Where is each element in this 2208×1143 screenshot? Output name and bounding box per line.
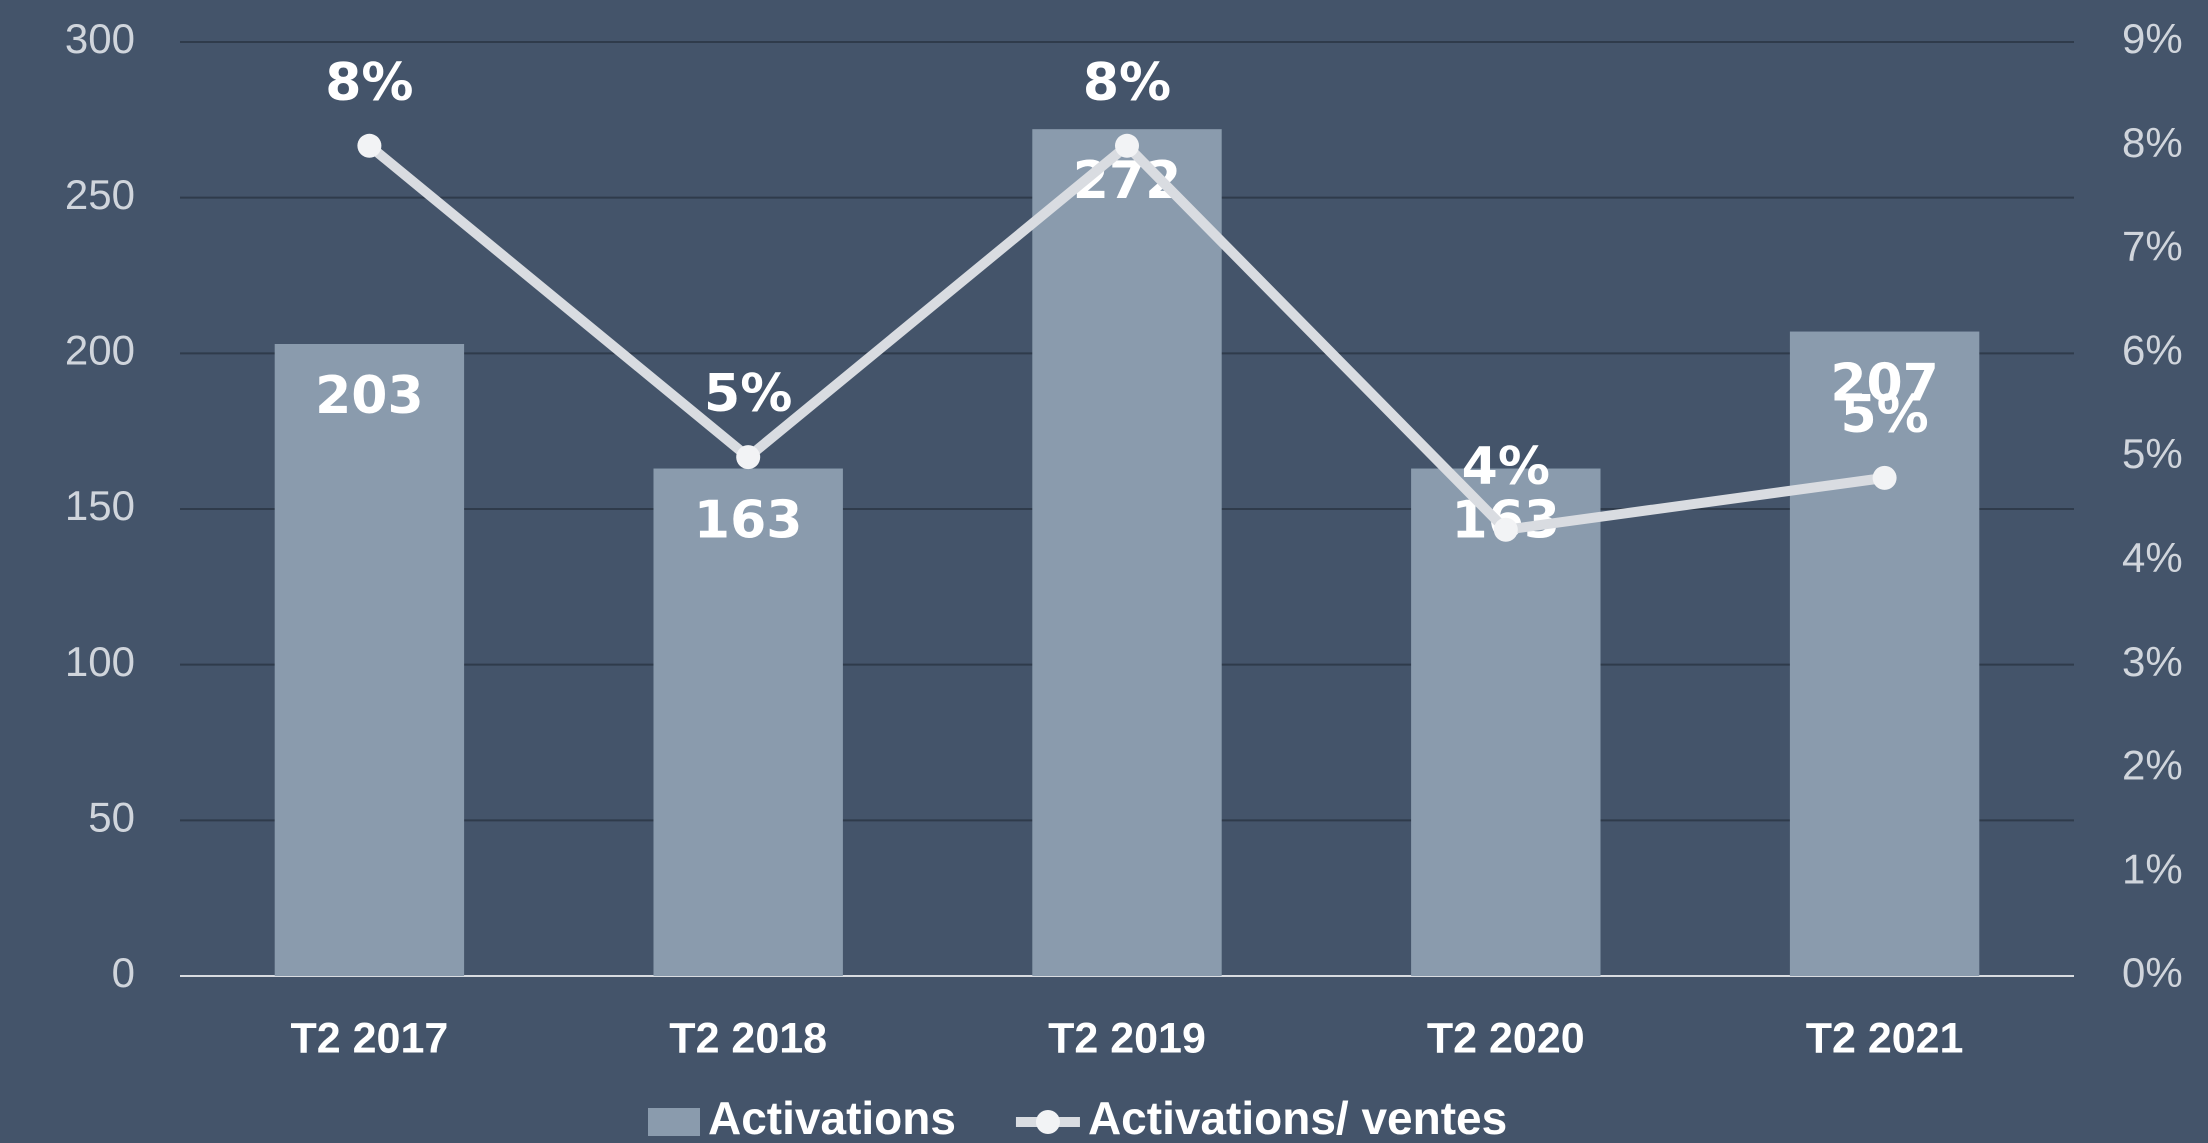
y2-tick-label: 6% — [2122, 326, 2183, 373]
y-tick-label: 150 — [65, 482, 135, 529]
x-tick-label: T2 2017 — [291, 1014, 449, 1062]
y2-tick-label: 9% — [2122, 15, 2183, 62]
line-value-label: 4% — [1462, 437, 1550, 497]
line-point — [1493, 517, 1518, 542]
y-tick-label: 50 — [88, 793, 135, 840]
bar — [1411, 468, 1601, 976]
y-tick-label: 0 — [112, 949, 135, 996]
y2-tick-label: 4% — [2122, 534, 2183, 581]
x-tick-label: T2 2018 — [669, 1014, 827, 1062]
x-tick-label: T2 2020 — [1427, 1014, 1585, 1062]
x-tick-label: T2 2021 — [1806, 1014, 1964, 1062]
legend-label: Activations — [708, 1092, 956, 1143]
line-value-label: 8% — [1083, 53, 1171, 113]
bar — [274, 343, 465, 976]
y2-tick-label: 0% — [2122, 949, 2183, 996]
bar — [653, 468, 843, 976]
line-point — [357, 133, 382, 158]
y2-tick-label: 7% — [2122, 223, 2183, 270]
line-value-label: 5% — [704, 364, 792, 424]
y-tick-label: 200 — [65, 326, 135, 373]
line-point — [1872, 465, 1897, 490]
y-tick-label: 300 — [65, 15, 135, 62]
line-value-label: 8% — [325, 53, 413, 113]
bar — [1032, 129, 1222, 976]
y-tick-label: 250 — [65, 171, 135, 218]
bar-value-label: 163 — [694, 491, 803, 551]
bar-value-label: 207 — [1830, 354, 1939, 414]
line-point — [1115, 133, 1139, 158]
y2-tick-label: 5% — [2122, 430, 2183, 477]
y2-tick-label: 3% — [2122, 638, 2183, 685]
y-tick-label: 100 — [65, 638, 135, 685]
line-point — [736, 445, 761, 470]
y2-tick-label: 8% — [2122, 119, 2183, 166]
line-value-label: 5% — [1840, 385, 1928, 445]
y2-tick-label: 1% — [2122, 845, 2183, 892]
legend-swatch — [648, 1108, 700, 1136]
legend-label: Activations/ ventes — [1088, 1092, 1507, 1143]
y2-tick-label: 2% — [2122, 742, 2183, 789]
legend-swatch-point — [1035, 1110, 1060, 1134]
bar-value-label: 203 — [315, 366, 424, 426]
x-tick-label: T2 2019 — [1048, 1014, 1206, 1062]
bar — [1789, 331, 1980, 976]
